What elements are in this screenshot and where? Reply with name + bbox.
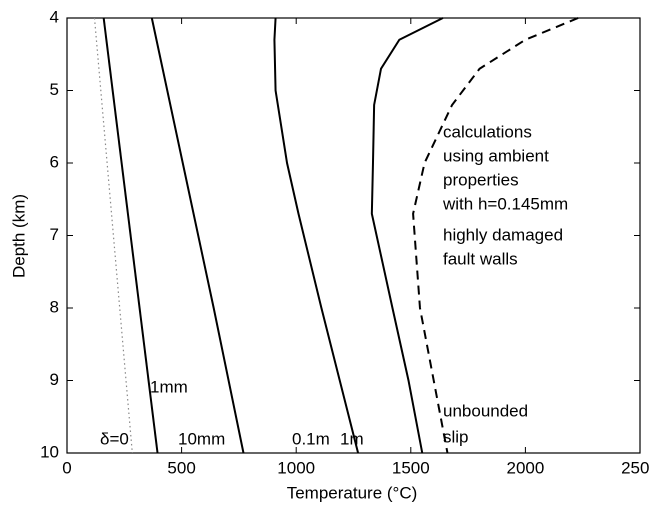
annotation: using ambient bbox=[443, 146, 549, 165]
y-tick-label: 8 bbox=[50, 297, 59, 316]
x-tick-label: 1000 bbox=[277, 458, 315, 477]
x-axis-label: Temperature (°C) bbox=[287, 483, 418, 502]
series-line bbox=[93, 17, 133, 454]
series-line bbox=[102, 17, 159, 454]
x-tick-label: 2500 bbox=[621, 458, 649, 477]
series-label: 0.1m bbox=[292, 429, 330, 448]
x-tick-label: 500 bbox=[167, 458, 195, 477]
series-label: 1mm bbox=[150, 377, 188, 396]
y-tick-label: 9 bbox=[50, 370, 59, 389]
annotation: with h=0.145mm bbox=[442, 194, 568, 213]
annotation: calculations bbox=[443, 122, 532, 141]
y-tick-label: 10 bbox=[40, 442, 59, 461]
series-label: 10mm bbox=[178, 429, 225, 448]
series-label: δ=0 bbox=[100, 429, 129, 448]
y-tick-label: 5 bbox=[50, 80, 59, 99]
series-label: 1m bbox=[340, 429, 364, 448]
x-tick-label: 0 bbox=[62, 458, 71, 477]
annotation: highly damaged bbox=[443, 225, 563, 244]
series-label: unbounded bbox=[443, 401, 528, 420]
y-axis-label: Depth (km) bbox=[9, 194, 28, 278]
y-tick-label: 6 bbox=[50, 152, 59, 171]
y-tick-label: 7 bbox=[50, 225, 59, 244]
annotation: fault walls bbox=[443, 249, 518, 268]
series-line bbox=[412, 17, 579, 454]
annotation: properties bbox=[443, 170, 519, 189]
y-tick-label: 4 bbox=[50, 7, 59, 26]
series-line bbox=[370, 17, 444, 454]
series-line bbox=[150, 17, 245, 454]
series-label: slip bbox=[443, 427, 469, 446]
series-line bbox=[273, 17, 360, 454]
x-tick-label: 1500 bbox=[392, 458, 430, 477]
x-tick-label: 2000 bbox=[506, 458, 544, 477]
